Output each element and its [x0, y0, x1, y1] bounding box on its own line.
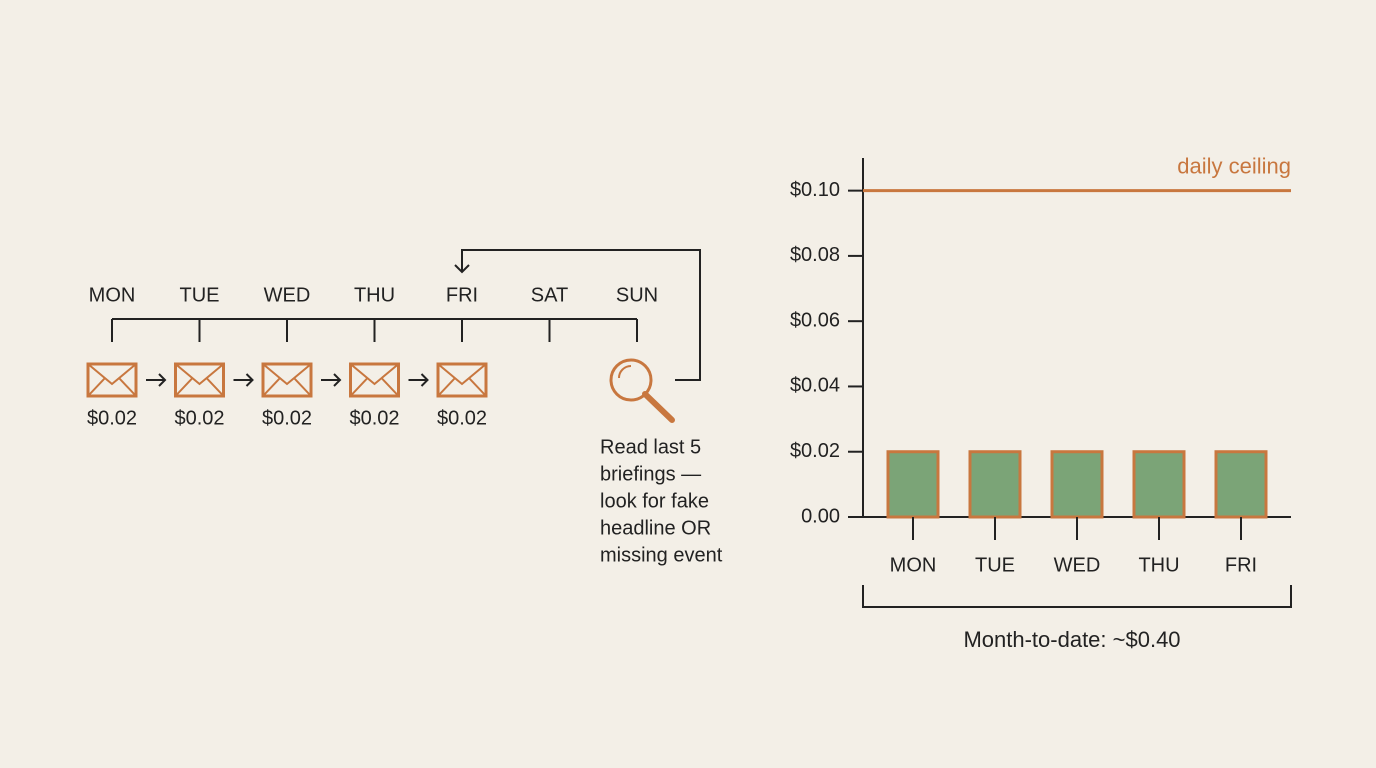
- flow-arrow: [146, 373, 167, 387]
- email-icon: [261, 362, 313, 398]
- y-tick-label: $0.06: [790, 309, 840, 331]
- bar: [1132, 450, 1186, 519]
- x-tick-label: MON: [890, 554, 937, 576]
- y-tick-label: $0.04: [790, 375, 840, 397]
- day-label: WED: [264, 284, 311, 306]
- bar: [1050, 450, 1104, 519]
- email-icon: [349, 362, 400, 398]
- bar: [968, 450, 1022, 519]
- cost-label: $0.02: [437, 407, 487, 429]
- y-tick-label: $0.10: [790, 179, 840, 201]
- note-line: missing event: [600, 544, 723, 566]
- x-tick-label: TUE: [975, 554, 1015, 576]
- note-line: look for fake: [600, 490, 709, 512]
- email-flap: [174, 363, 225, 397]
- arrowhead: [454, 264, 470, 274]
- y-tick-label: 0.00: [801, 505, 840, 527]
- day-label: FRI: [446, 284, 478, 306]
- bar: [886, 450, 940, 519]
- cost-label: $0.02: [87, 407, 137, 429]
- email-flap: [262, 363, 312, 397]
- cost-label: $0.02: [174, 407, 224, 429]
- note-line: headline OR: [600, 517, 711, 539]
- email-icon: [436, 362, 488, 398]
- y-tick-label: $0.02: [790, 440, 840, 462]
- flow-arrow: [321, 373, 342, 387]
- email-flap: [349, 363, 400, 397]
- x-tick-label: WED: [1054, 554, 1101, 576]
- email-flap: [437, 363, 487, 397]
- feedback-arrow: [461, 249, 701, 381]
- x-tick-label: THU: [1138, 554, 1179, 576]
- bar: [1214, 450, 1268, 519]
- flow-arrow: [233, 373, 254, 387]
- email-icon: [86, 362, 138, 398]
- y-tick-label: $0.08: [790, 244, 840, 266]
- day-label: MON: [89, 284, 136, 306]
- ceiling-label: daily ceiling: [1177, 153, 1291, 178]
- x-tick-label: FRI: [1225, 554, 1257, 576]
- cost-label: $0.02: [262, 407, 312, 429]
- note-line: Read last 5: [600, 436, 701, 458]
- day-label: THU: [354, 284, 395, 306]
- caption: Month-to-date: ~$0.40: [963, 627, 1180, 652]
- email-flap: [87, 363, 137, 397]
- day-label: TUE: [180, 284, 220, 306]
- day-label: SAT: [531, 284, 568, 306]
- day-label: SUN: [616, 284, 658, 306]
- cost-label: $0.02: [349, 407, 399, 429]
- bracket: [862, 585, 1292, 608]
- email-icon: [174, 362, 225, 398]
- flow-arrow: [408, 373, 429, 387]
- magnifier: [609, 358, 675, 423]
- note-line: briefings —: [600, 463, 701, 485]
